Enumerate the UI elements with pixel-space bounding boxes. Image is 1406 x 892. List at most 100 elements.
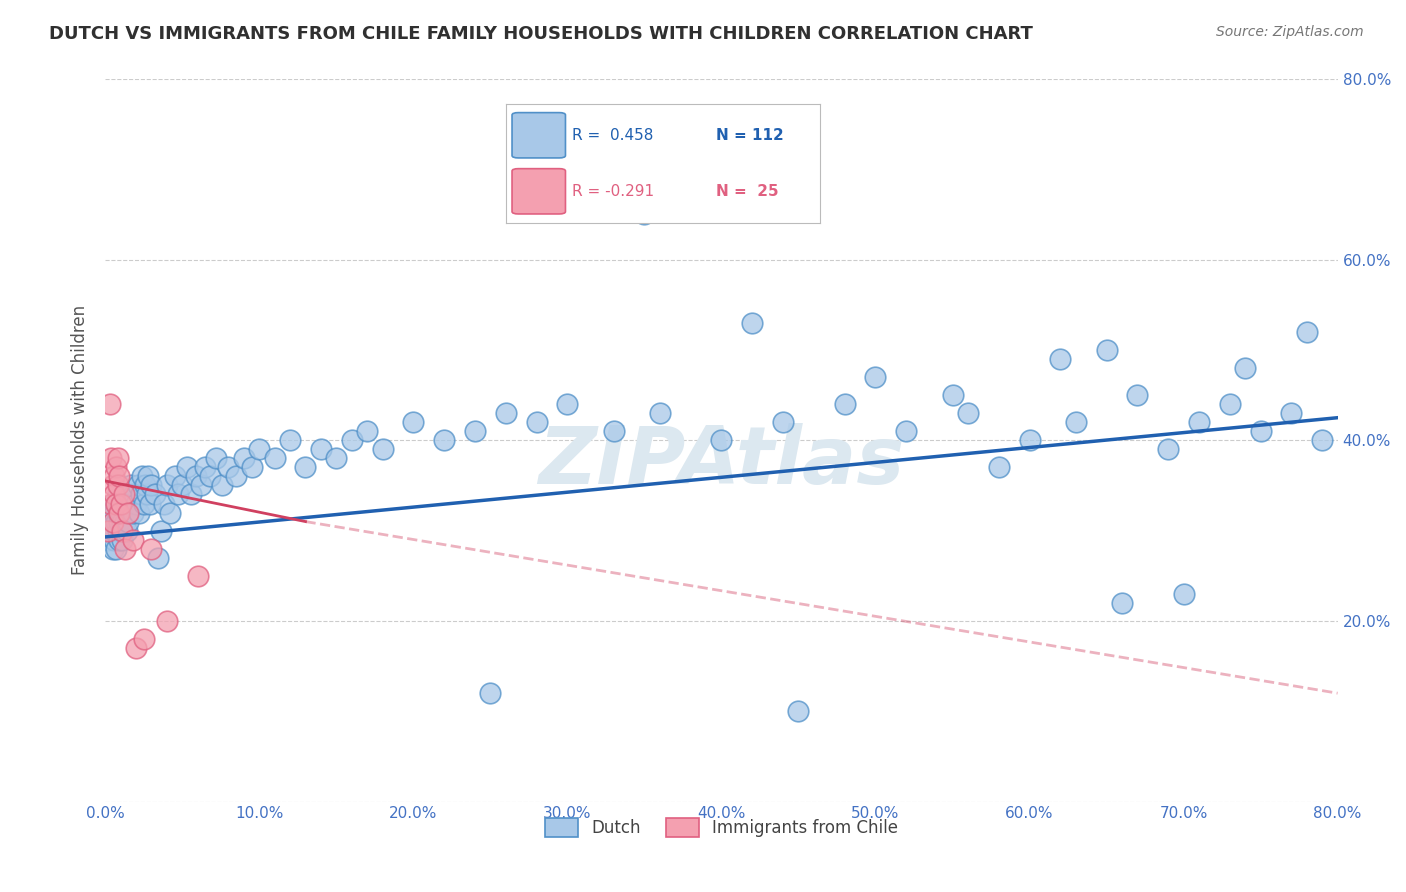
Point bbox=[741, 316, 763, 330]
Point bbox=[205, 451, 228, 466]
Point bbox=[146, 550, 169, 565]
Point bbox=[100, 524, 122, 538]
Point bbox=[156, 614, 179, 628]
Point bbox=[108, 496, 131, 510]
Point bbox=[120, 478, 142, 492]
Point bbox=[1310, 434, 1333, 448]
Point bbox=[495, 406, 517, 420]
Point bbox=[134, 478, 156, 492]
Point bbox=[176, 460, 198, 475]
Point bbox=[187, 568, 209, 582]
Point bbox=[1095, 343, 1118, 357]
Point bbox=[124, 487, 146, 501]
Point bbox=[103, 469, 125, 483]
Point bbox=[125, 640, 148, 655]
Point bbox=[125, 496, 148, 510]
Point bbox=[325, 451, 347, 466]
Point bbox=[156, 478, 179, 492]
Point bbox=[648, 406, 671, 420]
Point bbox=[117, 515, 139, 529]
Point bbox=[225, 469, 247, 483]
Point bbox=[132, 632, 155, 646]
Point bbox=[111, 533, 134, 547]
Point bbox=[101, 496, 124, 510]
Point bbox=[107, 478, 129, 492]
Point bbox=[105, 541, 128, 556]
Point bbox=[557, 397, 579, 411]
Point bbox=[112, 487, 135, 501]
Point bbox=[122, 533, 145, 547]
Point bbox=[122, 506, 145, 520]
Point bbox=[787, 704, 810, 718]
Point bbox=[103, 487, 125, 501]
Point bbox=[131, 469, 153, 483]
Point bbox=[941, 388, 963, 402]
Point bbox=[100, 506, 122, 520]
Point bbox=[710, 434, 733, 448]
Point bbox=[479, 686, 502, 700]
Point bbox=[1111, 596, 1133, 610]
Point bbox=[194, 460, 217, 475]
Point bbox=[633, 207, 655, 221]
Point bbox=[139, 496, 162, 510]
Point bbox=[108, 515, 131, 529]
Point bbox=[110, 496, 132, 510]
Point bbox=[141, 478, 163, 492]
Point bbox=[159, 506, 181, 520]
Point bbox=[149, 524, 172, 538]
Point bbox=[100, 496, 122, 510]
Point bbox=[111, 524, 134, 538]
Point bbox=[101, 515, 124, 529]
Point bbox=[141, 541, 163, 556]
Point bbox=[163, 469, 186, 483]
Point bbox=[132, 496, 155, 510]
Point bbox=[172, 478, 194, 492]
Point bbox=[115, 506, 138, 520]
Point bbox=[108, 469, 131, 483]
Point bbox=[1219, 397, 1241, 411]
Point bbox=[294, 460, 316, 475]
Point bbox=[105, 496, 128, 510]
Point bbox=[107, 524, 129, 538]
Point bbox=[198, 469, 221, 483]
Point bbox=[127, 478, 149, 492]
Text: Source: ZipAtlas.com: Source: ZipAtlas.com bbox=[1216, 25, 1364, 39]
Point bbox=[865, 370, 887, 384]
Point bbox=[987, 460, 1010, 475]
Text: ZIPAtlas: ZIPAtlas bbox=[538, 423, 904, 501]
Point bbox=[114, 541, 136, 556]
Point bbox=[103, 524, 125, 538]
Point bbox=[110, 506, 132, 520]
Point bbox=[105, 496, 128, 510]
Point bbox=[211, 478, 233, 492]
Point bbox=[1064, 415, 1087, 429]
Point bbox=[1049, 351, 1071, 366]
Point bbox=[98, 515, 121, 529]
Y-axis label: Family Households with Children: Family Households with Children bbox=[72, 305, 89, 575]
Point bbox=[1234, 361, 1257, 376]
Point bbox=[111, 515, 134, 529]
Point bbox=[97, 524, 120, 538]
Point bbox=[184, 469, 207, 483]
Point bbox=[128, 506, 150, 520]
Point bbox=[97, 533, 120, 547]
Point bbox=[114, 515, 136, 529]
Point bbox=[105, 515, 128, 529]
Point bbox=[402, 415, 425, 429]
Point bbox=[232, 451, 254, 466]
Point bbox=[143, 487, 166, 501]
Point bbox=[180, 487, 202, 501]
Point bbox=[1281, 406, 1303, 420]
Text: DUTCH VS IMMIGRANTS FROM CHILE FAMILY HOUSEHOLDS WITH CHILDREN CORRELATION CHART: DUTCH VS IMMIGRANTS FROM CHILE FAMILY HO… bbox=[49, 25, 1033, 43]
Point bbox=[526, 415, 548, 429]
Point bbox=[1173, 587, 1195, 601]
Point bbox=[114, 487, 136, 501]
Point bbox=[772, 415, 794, 429]
Point bbox=[108, 506, 131, 520]
Point bbox=[433, 434, 456, 448]
Point bbox=[1250, 424, 1272, 438]
Point bbox=[112, 496, 135, 510]
Point bbox=[956, 406, 979, 420]
Point bbox=[108, 533, 131, 547]
Point bbox=[190, 478, 212, 492]
